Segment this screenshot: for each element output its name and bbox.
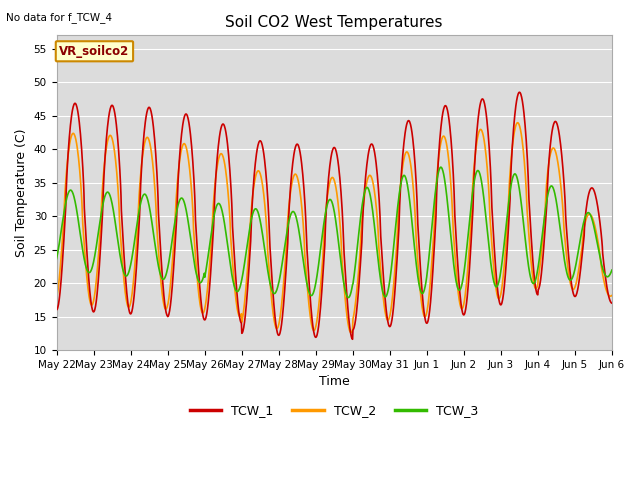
TCW_3: [176, 196, 184, 202]
TCW_3: [238, 275, 246, 280]
TCW_2: [421, 314, 429, 320]
TCW_3: [344, 295, 352, 300]
Legend: TCW_1, TCW_2, TCW_3: TCW_1, TCW_2, TCW_3: [185, 399, 483, 422]
TCW_3: [421, 286, 429, 291]
X-axis label: Time: Time: [319, 375, 349, 388]
Text: VR_soilco2: VR_soilco2: [60, 45, 129, 58]
TCW_2: [52, 296, 60, 302]
TCW_1: [176, 148, 184, 154]
TCW_2: [176, 155, 184, 161]
TCW_3: [494, 283, 502, 288]
TCW_2: [238, 317, 246, 323]
Line: TCW_1: TCW_1: [56, 92, 612, 339]
TCW_1: [493, 285, 501, 290]
TCW_2: [163, 306, 170, 312]
TCW_1: [163, 311, 170, 317]
Line: TCW_2: TCW_2: [56, 123, 612, 333]
TCW_2: [543, 180, 550, 185]
TCW_3: [52, 256, 60, 262]
TCW_1: [608, 300, 616, 306]
TCW_3: [608, 267, 616, 273]
TCW_3: [163, 270, 170, 276]
TCW_3: [543, 198, 550, 204]
Line: TCW_3: TCW_3: [56, 167, 612, 298]
TCW_1: [543, 202, 550, 208]
TCW_3: [437, 164, 445, 170]
TCW_1: [421, 314, 429, 320]
TCW_1: [515, 89, 523, 95]
TCW_1: [349, 336, 356, 342]
TCW_1: [52, 307, 60, 313]
Text: No data for f_TCW_4: No data for f_TCW_4: [6, 12, 113, 23]
TCW_2: [347, 330, 355, 336]
TCW_1: [238, 330, 246, 336]
Title: Soil CO2 West Temperatures: Soil CO2 West Temperatures: [225, 15, 443, 30]
TCW_2: [608, 292, 616, 298]
TCW_2: [514, 120, 522, 126]
Y-axis label: Soil Temperature (C): Soil Temperature (C): [15, 129, 28, 257]
TCW_2: [493, 293, 501, 299]
